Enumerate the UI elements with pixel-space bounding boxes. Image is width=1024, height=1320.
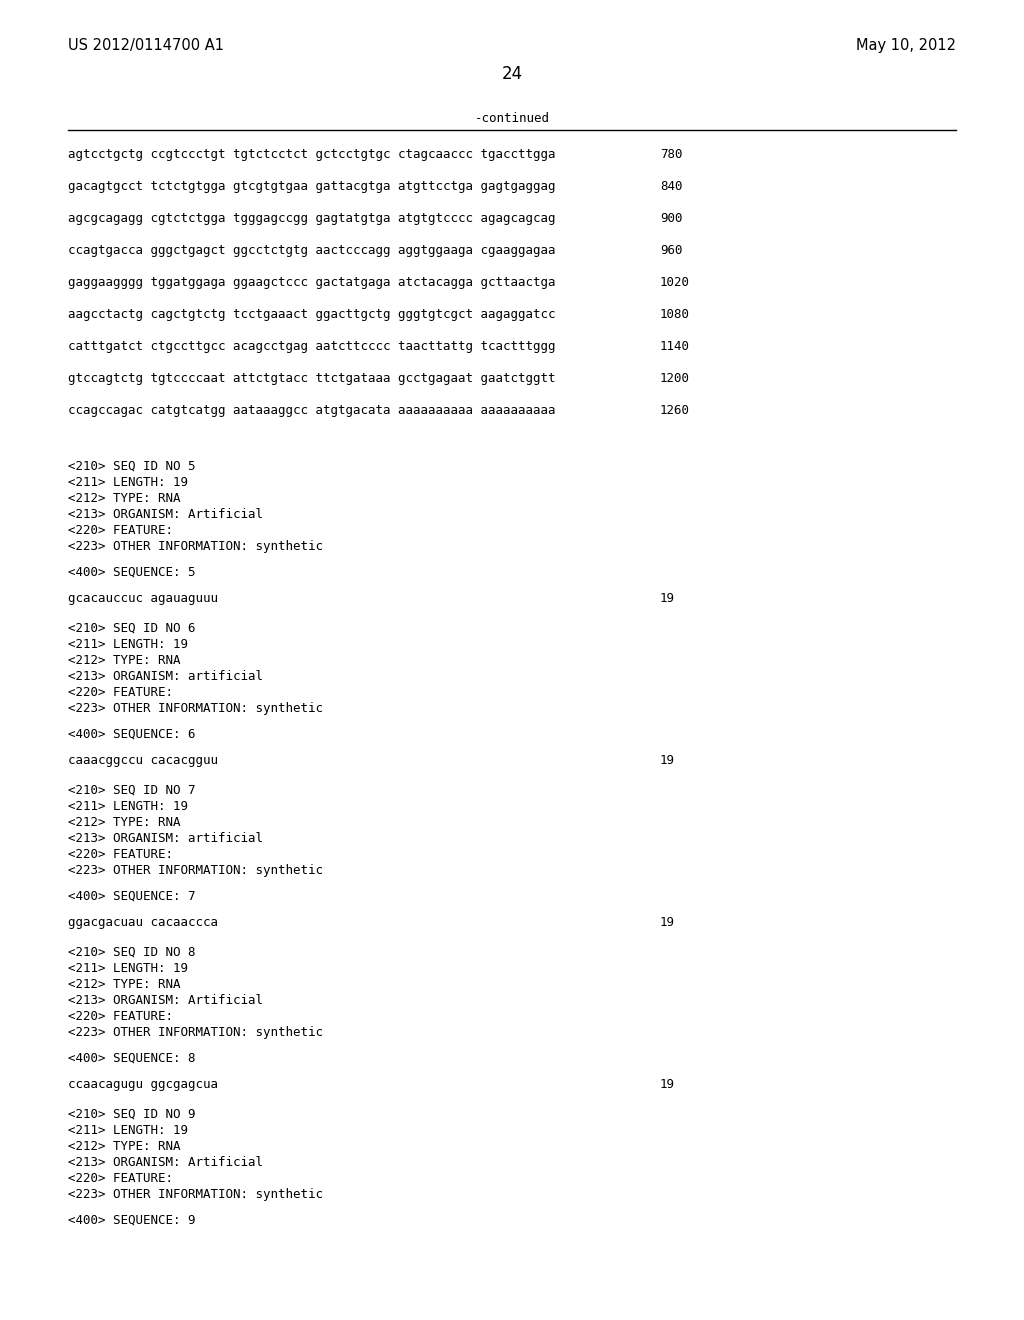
Text: <400> SEQUENCE: 9: <400> SEQUENCE: 9 xyxy=(68,1214,196,1228)
Text: 900: 900 xyxy=(660,213,683,224)
Text: <400> SEQUENCE: 5: <400> SEQUENCE: 5 xyxy=(68,566,196,579)
Text: <210> SEQ ID NO 7: <210> SEQ ID NO 7 xyxy=(68,784,196,797)
Text: 19: 19 xyxy=(660,591,675,605)
Text: <400> SEQUENCE: 6: <400> SEQUENCE: 6 xyxy=(68,729,196,741)
Text: <220> FEATURE:: <220> FEATURE: xyxy=(68,847,173,861)
Text: <223> OTHER INFORMATION: synthetic: <223> OTHER INFORMATION: synthetic xyxy=(68,865,323,876)
Text: <213> ORGANISM: artificial: <213> ORGANISM: artificial xyxy=(68,671,263,682)
Text: agtcctgctg ccgtccctgt tgtctcctct gctcctgtgc ctagcaaccc tgaccttgga: agtcctgctg ccgtccctgt tgtctcctct gctcctg… xyxy=(68,148,555,161)
Text: gcacauccuc agauaguuu: gcacauccuc agauaguuu xyxy=(68,591,218,605)
Text: ccagccagac catgtcatgg aataaaggcc atgtgacata aaaaaaaaaa aaaaaaaaaa: ccagccagac catgtcatgg aataaaggcc atgtgac… xyxy=(68,404,555,417)
Text: <211> LENGTH: 19: <211> LENGTH: 19 xyxy=(68,477,188,488)
Text: <220> FEATURE:: <220> FEATURE: xyxy=(68,1010,173,1023)
Text: May 10, 2012: May 10, 2012 xyxy=(856,38,956,53)
Text: 1260: 1260 xyxy=(660,404,690,417)
Text: 1020: 1020 xyxy=(660,276,690,289)
Text: 1200: 1200 xyxy=(660,372,690,385)
Text: <212> TYPE: RNA: <212> TYPE: RNA xyxy=(68,492,180,506)
Text: <220> FEATURE:: <220> FEATURE: xyxy=(68,524,173,537)
Text: 19: 19 xyxy=(660,1078,675,1092)
Text: <211> LENGTH: 19: <211> LENGTH: 19 xyxy=(68,1125,188,1137)
Text: 19: 19 xyxy=(660,754,675,767)
Text: 840: 840 xyxy=(660,180,683,193)
Text: <212> TYPE: RNA: <212> TYPE: RNA xyxy=(68,1140,180,1152)
Text: <400> SEQUENCE: 7: <400> SEQUENCE: 7 xyxy=(68,890,196,903)
Text: gaggaagggg tggatggaga ggaagctccc gactatgaga atctacagga gcttaactga: gaggaagggg tggatggaga ggaagctccc gactatg… xyxy=(68,276,555,289)
Text: <213> ORGANISM: Artificial: <213> ORGANISM: Artificial xyxy=(68,508,263,521)
Text: <210> SEQ ID NO 5: <210> SEQ ID NO 5 xyxy=(68,459,196,473)
Text: gtccagtctg tgtccccaat attctgtacc ttctgataaa gcctgagaat gaatctggtt: gtccagtctg tgtccccaat attctgtacc ttctgat… xyxy=(68,372,555,385)
Text: 960: 960 xyxy=(660,244,683,257)
Text: caaacggccu cacacgguu: caaacggccu cacacgguu xyxy=(68,754,218,767)
Text: ccagtgacca gggctgagct ggcctctgtg aactcccagg aggtggaaga cgaaggagaa: ccagtgacca gggctgagct ggcctctgtg aactccc… xyxy=(68,244,555,257)
Text: <223> OTHER INFORMATION: synthetic: <223> OTHER INFORMATION: synthetic xyxy=(68,540,323,553)
Text: <223> OTHER INFORMATION: synthetic: <223> OTHER INFORMATION: synthetic xyxy=(68,702,323,715)
Text: <220> FEATURE:: <220> FEATURE: xyxy=(68,1172,173,1185)
Text: 1080: 1080 xyxy=(660,308,690,321)
Text: catttgatct ctgccttgcc acagcctgag aatcttcccc taacttattg tcactttggg: catttgatct ctgccttgcc acagcctgag aatcttc… xyxy=(68,341,555,352)
Text: <211> LENGTH: 19: <211> LENGTH: 19 xyxy=(68,638,188,651)
Text: <213> ORGANISM: Artificial: <213> ORGANISM: Artificial xyxy=(68,1156,263,1170)
Text: <400> SEQUENCE: 8: <400> SEQUENCE: 8 xyxy=(68,1052,196,1065)
Text: <213> ORGANISM: artificial: <213> ORGANISM: artificial xyxy=(68,832,263,845)
Text: ggacgacuau cacaaccca: ggacgacuau cacaaccca xyxy=(68,916,218,929)
Text: US 2012/0114700 A1: US 2012/0114700 A1 xyxy=(68,38,224,53)
Text: 24: 24 xyxy=(502,65,522,83)
Text: <223> OTHER INFORMATION: synthetic: <223> OTHER INFORMATION: synthetic xyxy=(68,1026,323,1039)
Text: 780: 780 xyxy=(660,148,683,161)
Text: <213> ORGANISM: Artificial: <213> ORGANISM: Artificial xyxy=(68,994,263,1007)
Text: ccaacagugu ggcgagcua: ccaacagugu ggcgagcua xyxy=(68,1078,218,1092)
Text: <223> OTHER INFORMATION: synthetic: <223> OTHER INFORMATION: synthetic xyxy=(68,1188,323,1201)
Text: <220> FEATURE:: <220> FEATURE: xyxy=(68,686,173,700)
Text: 19: 19 xyxy=(660,916,675,929)
Text: <210> SEQ ID NO 6: <210> SEQ ID NO 6 xyxy=(68,622,196,635)
Text: <212> TYPE: RNA: <212> TYPE: RNA xyxy=(68,653,180,667)
Text: <210> SEQ ID NO 9: <210> SEQ ID NO 9 xyxy=(68,1107,196,1121)
Text: -continued: -continued xyxy=(474,112,550,125)
Text: agcgcagagg cgtctctgga tgggagccgg gagtatgtga atgtgtcccc agagcagcag: agcgcagagg cgtctctgga tgggagccgg gagtatg… xyxy=(68,213,555,224)
Text: <211> LENGTH: 19: <211> LENGTH: 19 xyxy=(68,800,188,813)
Text: <212> TYPE: RNA: <212> TYPE: RNA xyxy=(68,978,180,991)
Text: <212> TYPE: RNA: <212> TYPE: RNA xyxy=(68,816,180,829)
Text: <210> SEQ ID NO 8: <210> SEQ ID NO 8 xyxy=(68,946,196,960)
Text: 1140: 1140 xyxy=(660,341,690,352)
Text: <211> LENGTH: 19: <211> LENGTH: 19 xyxy=(68,962,188,975)
Text: gacagtgcct tctctgtgga gtcgtgtgaa gattacgtga atgttcctga gagtgaggag: gacagtgcct tctctgtgga gtcgtgtgaa gattacg… xyxy=(68,180,555,193)
Text: aagcctactg cagctgtctg tcctgaaact ggacttgctg gggtgtcgct aagaggatcc: aagcctactg cagctgtctg tcctgaaact ggacttg… xyxy=(68,308,555,321)
